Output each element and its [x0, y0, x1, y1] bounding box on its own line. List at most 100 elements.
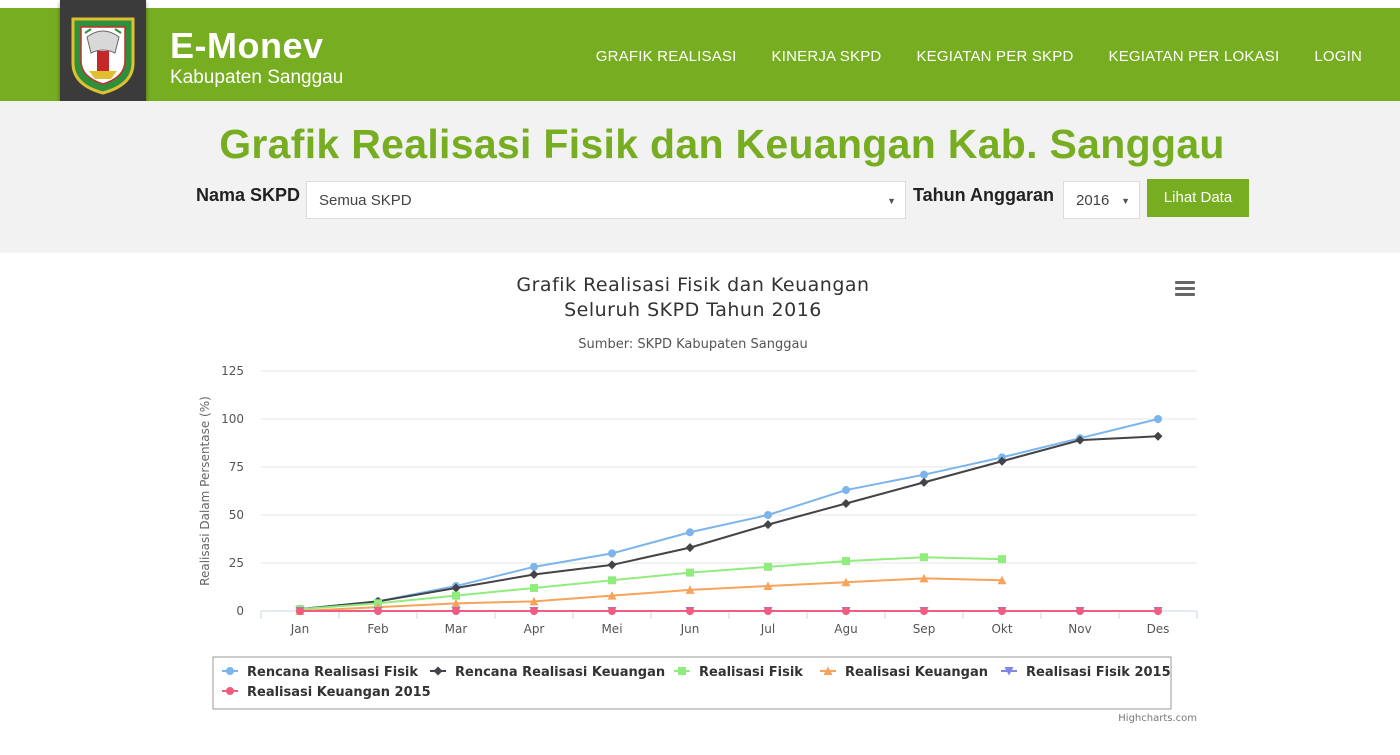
data-point[interactable]: [686, 528, 694, 537]
series-line: [299, 418, 1159, 611]
data-point[interactable]: [920, 553, 928, 562]
app-title: E-Monev: [170, 25, 324, 66]
data-point[interactable]: [1153, 431, 1163, 441]
x-tick-label: Mei: [601, 622, 622, 636]
legend-item[interactable]: Realisasi Fisik: [674, 665, 803, 680]
nav-kinerja-skpd[interactable]: KINERJA SKPD: [771, 48, 882, 65]
nav-kegiatan-per-lokasi[interactable]: KEGIATAN PER LOKASI: [1108, 48, 1280, 65]
main-nav: GRAFIK REALISASI KINERJA SKPD KEGIATAN P…: [561, 48, 1362, 65]
data-point[interactable]: [764, 607, 772, 615]
chart-container: Grafik Realisasi Fisik dan Keuangan Selu…: [0, 253, 1400, 750]
data-point[interactable]: [452, 591, 460, 600]
data-point[interactable]: [686, 607, 694, 615]
legend-item[interactable]: Realisasi Keuangan 2015: [222, 685, 431, 700]
data-point[interactable]: [452, 607, 460, 615]
y-tick-label: 100: [221, 412, 244, 426]
data-point[interactable]: [608, 549, 616, 558]
data-point[interactable]: [296, 607, 304, 615]
data-point[interactable]: [1154, 607, 1162, 615]
data-point[interactable]: [1075, 435, 1085, 445]
series-line: [299, 577, 1003, 612]
data-point[interactable]: [998, 607, 1006, 615]
chart-menu-icon[interactable]: [1175, 281, 1195, 297]
data-point[interactable]: [997, 575, 1007, 585]
data-point[interactable]: [919, 573, 929, 583]
data-point[interactable]: [763, 581, 773, 591]
data-point[interactable]: [842, 486, 850, 495]
y-tick-label: 50: [229, 508, 244, 522]
data-point[interactable]: [998, 555, 1006, 564]
legend-label: Rencana Realisasi Keuangan: [455, 665, 665, 680]
brand[interactable]: E-Monev Kabupaten Sanggau: [170, 26, 343, 90]
chart-title-line2: Seluruh SKPD Tahun 2016: [564, 299, 822, 321]
skpd-label: Nama SKPD: [196, 185, 301, 205]
data-point[interactable]: [1076, 607, 1084, 615]
data-point[interactable]: [530, 583, 538, 592]
legend-marker[interactable]: [678, 667, 686, 675]
data-point[interactable]: [451, 583, 461, 593]
y-tick-label: 75: [229, 460, 244, 474]
data-point[interactable]: [685, 543, 695, 553]
data-point[interactable]: [685, 585, 695, 594]
tahun-label: Tahun Anggaran: [913, 185, 1054, 205]
data-point[interactable]: [764, 511, 772, 519]
series-5: [296, 607, 1162, 615]
data-point[interactable]: [530, 562, 538, 571]
data-point[interactable]: [763, 520, 773, 530]
data-point[interactable]: [764, 562, 772, 571]
credits-link[interactable]: Highcharts.com: [1118, 713, 1197, 724]
legend-item[interactable]: Realisasi Keuangan: [820, 665, 988, 680]
legend-label: Realisasi Fisik: [699, 665, 803, 680]
legend-item[interactable]: Realisasi Fisik 2015: [1001, 665, 1171, 680]
y-axis-ticks: 0 25 50 75 100 125: [221, 364, 244, 618]
chevron-down-icon: ▼: [887, 196, 896, 206]
y-axis-title: Realisasi Dalam Persentase (%): [198, 396, 212, 586]
data-point[interactable]: [686, 568, 694, 577]
series-3: [295, 573, 1007, 615]
legend-marker[interactable]: [433, 666, 443, 676]
legend-label: Realisasi Fisik 2015: [1026, 665, 1171, 680]
tahun-select[interactable]: 2016 ▼: [1063, 181, 1140, 219]
legend-marker[interactable]: [226, 687, 234, 695]
y-tick-label: 25: [229, 556, 244, 570]
filter-panel: Grafik Realisasi Fisik dan Keuangan Kab.…: [0, 101, 1400, 253]
data-point[interactable]: [608, 576, 616, 585]
data-point[interactable]: [374, 607, 382, 615]
legend-marker[interactable]: [823, 666, 833, 676]
series-line: [299, 435, 1159, 611]
data-point[interactable]: [842, 607, 850, 615]
data-point[interactable]: [841, 498, 851, 508]
data-point[interactable]: [529, 596, 539, 606]
data-point[interactable]: [841, 577, 851, 587]
legend-marker[interactable]: [226, 667, 234, 675]
data-point[interactable]: [607, 591, 617, 600]
data-point[interactable]: [1154, 415, 1162, 423]
data-point[interactable]: [608, 607, 616, 615]
data-point[interactable]: [997, 456, 1007, 466]
data-point[interactable]: [607, 560, 617, 570]
data-point[interactable]: [530, 607, 538, 615]
app-subtitle: Kabupaten Sanggau: [170, 67, 344, 88]
data-point[interactable]: [920, 607, 928, 615]
legend-label: Rencana Realisasi Fisik: [247, 665, 418, 680]
lihat-data-button[interactable]: Lihat Data: [1147, 179, 1249, 217]
skpd-select[interactable]: Semua SKPD ▼: [306, 181, 906, 219]
data-point[interactable]: [451, 598, 461, 608]
chevron-down-icon: ▼: [1121, 196, 1130, 206]
data-point[interactable]: [842, 557, 850, 566]
grid-lines: [261, 370, 1197, 612]
data-point[interactable]: [920, 470, 928, 479]
x-tick-label: Jul: [760, 622, 775, 636]
legend-marker[interactable]: [1004, 667, 1014, 676]
data-point[interactable]: [529, 570, 539, 580]
data-point[interactable]: [919, 477, 929, 487]
legend-item[interactable]: Rencana Realisasi Keuangan: [430, 665, 665, 680]
chart-title-line1: Grafik Realisasi Fisik dan Keuangan: [516, 274, 869, 296]
nav-grafik-realisasi[interactable]: GRAFIK REALISASI: [595, 48, 737, 65]
nav-login[interactable]: LOGIN: [1314, 48, 1362, 65]
legend-item[interactable]: Rencana Realisasi Fisik: [222, 665, 418, 680]
legend-box: [212, 656, 1172, 710]
x-tick-label: Mar: [445, 622, 468, 636]
nav-kegiatan-per-skpd[interactable]: KEGIATAN PER SKPD: [916, 48, 1074, 65]
logo-container[interactable]: [60, 0, 146, 110]
